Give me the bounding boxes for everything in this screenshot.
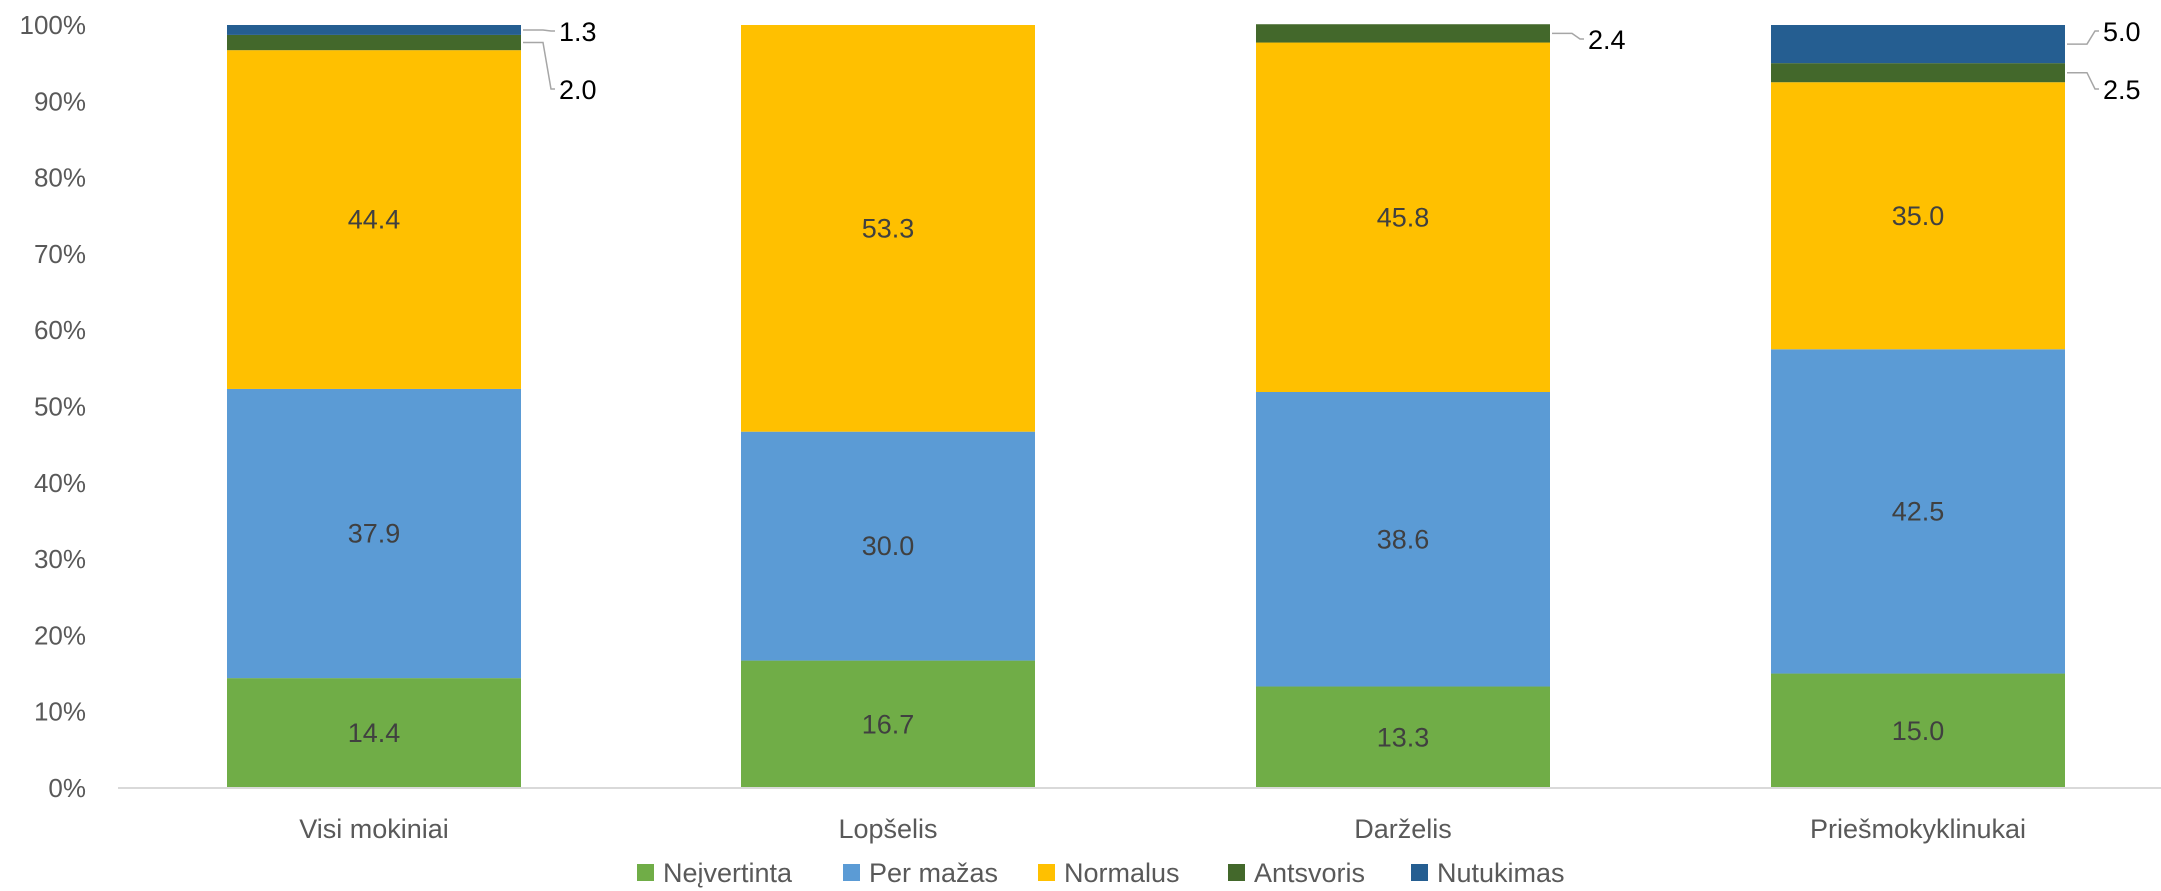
legend-label: Antsvoris bbox=[1254, 858, 1365, 888]
bar-segment bbox=[1771, 673, 2065, 788]
legend: Neįvertinta Per mažas Normalus Antsvoris Nut… bbox=[637, 858, 1565, 888]
legend-swatch bbox=[1228, 864, 1245, 881]
legend-swatch bbox=[637, 864, 654, 881]
data-label-callout: 2.4 bbox=[1588, 25, 1626, 55]
data-label: 16.7 bbox=[862, 709, 915, 739]
x-category-label: Lopšelis bbox=[838, 814, 937, 844]
callout-leader-line bbox=[523, 41, 555, 90]
category-labels: Visi mokiniai Lopšelis Darželis Priešmokykl… bbox=[299, 814, 2026, 844]
bar-segment bbox=[227, 678, 521, 788]
bars-layer bbox=[227, 24, 2065, 788]
data-label: 53.3 bbox=[862, 213, 915, 243]
y-tick-label: 60% bbox=[34, 315, 86, 345]
bar-segment bbox=[1771, 349, 2065, 674]
legend-swatch bbox=[1038, 864, 1055, 881]
data-label: 13.3 bbox=[1377, 722, 1430, 752]
callout-leader-line bbox=[1552, 32, 1584, 40]
legend-swatch bbox=[1411, 864, 1428, 881]
data-label-callout: 5.0 bbox=[2103, 17, 2141, 47]
callout-leader-line bbox=[2067, 71, 2099, 90]
bar-segment bbox=[741, 25, 1035, 432]
data-label-callout: 2.5 bbox=[2103, 75, 2141, 105]
data-labels-layer: 1.3 2.0 14.4 37.9 44.4 16.7 30.0 53.3 2.4 13.3 38.… bbox=[348, 17, 2141, 752]
bar-segment bbox=[227, 34, 521, 51]
data-label: 42.5 bbox=[1892, 496, 1945, 526]
data-label: 44.4 bbox=[348, 205, 401, 235]
x-category-label: Darželis bbox=[1354, 814, 1452, 844]
bar-segment bbox=[1256, 392, 1550, 687]
data-label: 15.0 bbox=[1892, 716, 1945, 746]
y-tick-label: 30% bbox=[34, 544, 86, 574]
data-label-callout: 2.0 bbox=[559, 75, 597, 105]
bar-segment bbox=[227, 388, 521, 679]
data-label: 37.9 bbox=[348, 519, 401, 549]
y-tick-label: 90% bbox=[34, 86, 86, 116]
y-tick-label: 50% bbox=[34, 392, 86, 422]
bar-segment bbox=[1256, 686, 1550, 788]
bar-segment bbox=[1771, 82, 2065, 350]
y-tick-label: 20% bbox=[34, 620, 86, 650]
x-category-label: Visi mokiniai bbox=[299, 814, 449, 844]
bar-segment bbox=[1771, 25, 2065, 64]
callout-leader-line bbox=[2067, 30, 2099, 45]
y-tick-label: 70% bbox=[34, 239, 86, 269]
y-tick-label: 40% bbox=[34, 468, 86, 498]
data-label: 14.4 bbox=[348, 718, 401, 748]
x-category-label: Priešmokyklinukai bbox=[1810, 814, 2026, 844]
legend-label: Per mažas bbox=[869, 858, 998, 888]
callout-leader-line bbox=[523, 29, 555, 32]
y-tick-label: 100% bbox=[20, 10, 87, 40]
bar-segment bbox=[1256, 42, 1550, 393]
bar-segment bbox=[1256, 24, 1550, 43]
bar-segment bbox=[741, 431, 1035, 661]
legend-label: Normalus bbox=[1064, 858, 1180, 888]
bar-segment bbox=[227, 50, 521, 389]
data-label: 45.8 bbox=[1377, 202, 1430, 232]
legend-label: Nutukimas bbox=[1437, 858, 1565, 888]
y-tick-label: 10% bbox=[34, 697, 86, 727]
bar-segment bbox=[227, 25, 521, 35]
legend-swatch bbox=[843, 864, 860, 881]
y-tick-label: 0% bbox=[48, 773, 86, 803]
y-axis-ticks: 0% 10% 20% 30% 40% 50% 60% 70% 80% 90% 100% bbox=[20, 10, 87, 803]
bar-segment bbox=[741, 660, 1035, 788]
data-label-callout: 1.3 bbox=[559, 17, 597, 47]
data-label: 30.0 bbox=[862, 531, 915, 561]
data-label: 35.0 bbox=[1892, 201, 1945, 231]
bar-segment bbox=[1771, 63, 2065, 83]
data-label: 38.6 bbox=[1377, 524, 1430, 554]
legend-label: Neįvertinta bbox=[663, 858, 793, 888]
y-tick-label: 80% bbox=[34, 163, 86, 193]
